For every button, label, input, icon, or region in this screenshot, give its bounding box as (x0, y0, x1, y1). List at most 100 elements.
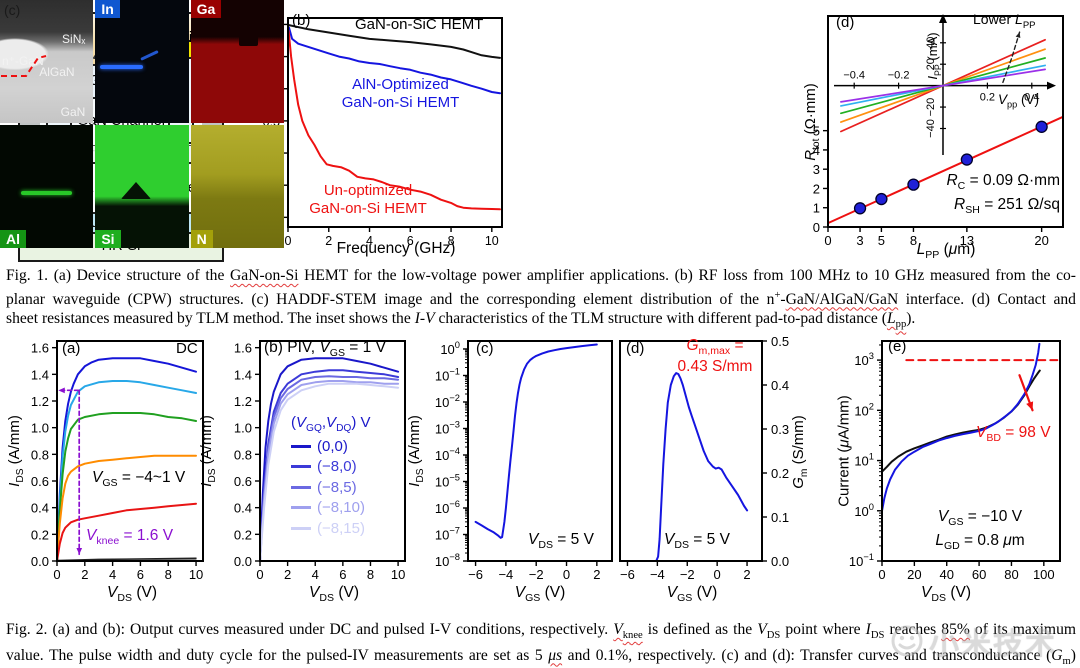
svg-text:4: 4 (312, 567, 319, 582)
fig1b-x-axis-label: Frequency (GHz) (336, 240, 456, 257)
stem-ngan-label: n⁺-GaN (2, 54, 44, 69)
fig2b-legend: (VGQ,VDQ) V (0,0) (−8,0) (−8,5) (−8,10) … (291, 414, 371, 537)
svg-text:13: 13 (960, 233, 974, 248)
interface-dashed-line (1, 55, 47, 77)
svg-text:100: 100 (1033, 567, 1055, 582)
stem-gan-label: GaN (60, 105, 86, 119)
svg-text:0.4: 0.4 (31, 501, 49, 516)
svg-text:6: 6 (339, 567, 346, 582)
gmmax-label: Gm,max = 0.43 S/mm (677, 337, 753, 375)
svg-text:102: 102 (854, 401, 874, 418)
svg-text:60: 60 (972, 567, 986, 582)
fig2c-transfer-plot: −6 −4 −2 0 2 100 10−1 10−2 10−3 10−4 10−5 10−6 10−7 1… (435, 340, 613, 582)
svg-text:1.2: 1.2 (234, 394, 252, 409)
element-badge-ga: Ga (190, 0, 222, 18)
fig2b-y-axis-label: IDS (A/mm) (198, 415, 218, 487)
legend-swatch (291, 465, 311, 468)
legend-swatch (291, 526, 311, 530)
fig2e-conditions-label: VGS = −10 V LGD = 0.8 μm (935, 508, 1025, 553)
svg-text:10: 10 (391, 567, 405, 582)
svg-text:0.0: 0.0 (234, 554, 252, 569)
svg-text:103: 103 (854, 351, 874, 368)
svg-text:0.8: 0.8 (234, 447, 252, 462)
vgs-range-label: VGS = −4~1 V (92, 469, 186, 490)
fig2d-panel-label: (d) (626, 340, 645, 357)
fig1d-x-axis-label: LPP (μm) (916, 241, 976, 262)
svg-text:10−4: 10−4 (435, 446, 460, 463)
ga-notch (239, 34, 258, 46)
svg-text:0.1: 0.1 (771, 510, 789, 525)
fig2d-vds-label: VDS = 5 V (664, 531, 730, 552)
svg-text:0.4: 0.4 (1024, 92, 1039, 104)
fig2c-panel-label: (c) (476, 340, 494, 357)
fig1c-panel-label: (c) (4, 2, 21, 18)
svg-text:−0.4: −0.4 (843, 70, 865, 82)
svg-text:1: 1 (813, 201, 820, 216)
svg-text:10: 10 (485, 234, 499, 248)
svg-text:1.4: 1.4 (234, 367, 252, 382)
inset-x-axis-label: Vpp (V) (998, 92, 1039, 110)
fig2d-gm-plot: −6 −4 −2 0 2 0.0 0.1 0.2 0.3 0.4 0.5 (619, 334, 789, 582)
legend-item: (−8,0) (291, 458, 371, 475)
contact-resistance-values: RC = 0.09 Ω·mm RSH = 251 Ω/sq (946, 172, 1060, 216)
fig1b-panel-label: (b) (292, 12, 311, 29)
svg-text:3: 3 (856, 233, 863, 248)
svg-text:5: 5 (878, 233, 885, 248)
svg-text:1.6: 1.6 (234, 341, 252, 356)
svg-text:100: 100 (440, 340, 460, 357)
svg-text:10−8: 10−8 (435, 552, 460, 569)
fig2b-title: (b) PIV, VGS = 1 V (264, 339, 386, 360)
fig1d-iv-inset: −0.4 −0.2 0.2 0.4 20 40 −20 −40 (834, 14, 1056, 155)
svg-text:−4: −4 (498, 567, 513, 582)
fig2b-pulsed-iv-plot: 0 2 4 6 8 10 0.0 0.2 0.4 0.6 0.8 1.0 1.2 1.4 1.6 (234, 340, 406, 582)
legend-item: (−8,15) (291, 520, 371, 537)
svg-text:0: 0 (878, 567, 885, 582)
fig2e-panel-label: (e) (888, 338, 907, 355)
svg-text:40: 40 (925, 37, 937, 49)
svg-text:−4: −4 (650, 567, 665, 582)
legend-label: (−8,0) (317, 458, 357, 475)
legend-swatch (291, 506, 311, 509)
svg-text:1.4: 1.4 (31, 367, 49, 382)
eds-map-ga: Ga (190, 0, 284, 123)
haadf-stem-image: (c) SiNₓ n⁺-GaN AlGaN GaN (0, 0, 94, 123)
svg-text:8: 8 (367, 567, 374, 582)
svg-text:−0.2: −0.2 (888, 70, 910, 82)
svg-text:10−7: 10−7 (435, 525, 460, 542)
eds-map-in: In (95, 0, 189, 123)
svg-text:40: 40 (939, 567, 953, 582)
svg-text:0.5: 0.5 (771, 334, 789, 349)
eds-map-al: Al (0, 125, 94, 248)
svg-text:0.3: 0.3 (771, 422, 789, 437)
fig2-caption: Fig. 2. (a) and (b): Output curves measu… (6, 620, 1076, 668)
fig1-caption: Fig. 1. (a) Device structure of the GaN-… (6, 266, 1076, 335)
al-signal-streak (20, 191, 72, 196)
inset-y-axis-label: IPP (mA) (925, 32, 943, 80)
svg-text:0.8: 0.8 (31, 447, 49, 462)
fig1d-panel-label: (d) (836, 14, 855, 31)
svg-text:−2: −2 (529, 567, 544, 582)
eds-map-n: N (190, 125, 284, 248)
svg-text:101: 101 (854, 452, 874, 469)
smiley-face-icon (891, 625, 923, 657)
element-badge-in: In (95, 0, 120, 18)
svg-text:0.4: 0.4 (771, 378, 789, 393)
eds-map-si: Si (95, 125, 189, 248)
svg-text:8: 8 (165, 567, 172, 582)
svg-text:−6: −6 (620, 567, 635, 582)
svg-text:6: 6 (137, 567, 144, 582)
svg-text:0: 0 (285, 234, 292, 248)
svg-text:3: 3 (813, 162, 820, 177)
svg-text:0.2: 0.2 (31, 527, 49, 542)
svg-text:0.6: 0.6 (31, 474, 49, 489)
element-badge-n: N (190, 230, 213, 248)
fig2c-vds-label: VDS = 5 V (528, 531, 594, 552)
svg-text:1.2: 1.2 (31, 394, 49, 409)
svg-text:0.6: 0.6 (234, 474, 252, 489)
svg-text:0.2: 0.2 (980, 92, 995, 104)
svg-text:0: 0 (824, 233, 831, 248)
svg-text:0: 0 (714, 567, 721, 582)
element-badge-al: Al (0, 230, 26, 248)
